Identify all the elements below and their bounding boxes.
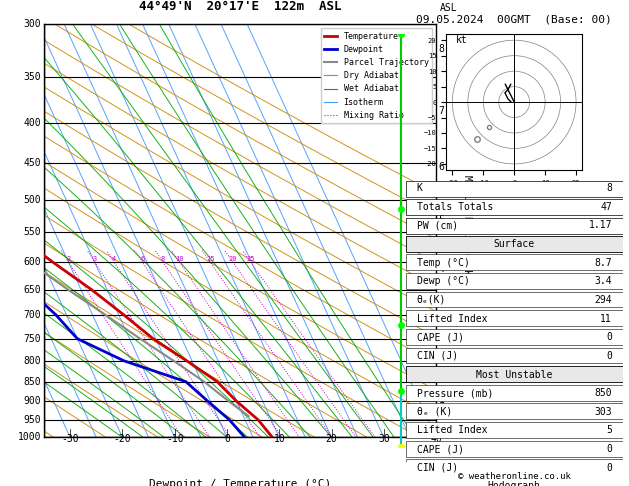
Text: 300: 300 bbox=[24, 19, 42, 29]
Text: 550: 550 bbox=[24, 227, 42, 237]
Text: CAPE (J): CAPE (J) bbox=[416, 332, 464, 342]
Text: 0: 0 bbox=[606, 332, 612, 342]
Text: Lifted Index: Lifted Index bbox=[416, 313, 487, 324]
Text: 8.7: 8.7 bbox=[594, 258, 612, 268]
FancyBboxPatch shape bbox=[406, 347, 623, 364]
Text: 1000: 1000 bbox=[18, 433, 42, 442]
Text: CIN (J): CIN (J) bbox=[416, 351, 458, 361]
Text: 11: 11 bbox=[600, 313, 612, 324]
Text: 650: 650 bbox=[24, 285, 42, 295]
Text: 303: 303 bbox=[594, 407, 612, 417]
FancyBboxPatch shape bbox=[406, 218, 623, 234]
Text: -10: -10 bbox=[166, 434, 184, 444]
FancyBboxPatch shape bbox=[406, 422, 623, 438]
Text: Pressure (mb): Pressure (mb) bbox=[416, 388, 493, 398]
Text: 5: 5 bbox=[606, 425, 612, 435]
Text: 350: 350 bbox=[24, 72, 42, 82]
Text: 500: 500 bbox=[24, 194, 42, 205]
FancyBboxPatch shape bbox=[406, 385, 623, 400]
Text: 0: 0 bbox=[606, 444, 612, 454]
FancyBboxPatch shape bbox=[406, 366, 623, 382]
Text: 850: 850 bbox=[594, 388, 612, 398]
Text: 8: 8 bbox=[161, 256, 165, 262]
Text: © weatheronline.co.uk: © weatheronline.co.uk bbox=[458, 472, 571, 481]
Text: 47: 47 bbox=[600, 202, 612, 212]
Text: θₑ(K): θₑ(K) bbox=[416, 295, 446, 305]
Text: 4: 4 bbox=[112, 256, 116, 262]
Text: 8: 8 bbox=[438, 44, 445, 53]
Text: 800: 800 bbox=[24, 356, 42, 366]
FancyBboxPatch shape bbox=[406, 478, 623, 486]
Text: LCL: LCL bbox=[437, 411, 455, 421]
Text: Surface: Surface bbox=[494, 239, 535, 249]
FancyBboxPatch shape bbox=[406, 403, 623, 419]
Text: 10: 10 bbox=[274, 434, 285, 444]
Text: 44°49'N  20°17'E  122m  ASL: 44°49'N 20°17'E 122m ASL bbox=[139, 0, 342, 13]
Text: 6: 6 bbox=[438, 162, 445, 172]
Text: CAPE (J): CAPE (J) bbox=[416, 444, 464, 454]
Text: 850: 850 bbox=[24, 377, 42, 387]
Text: 400: 400 bbox=[24, 118, 42, 128]
Text: 10: 10 bbox=[175, 256, 184, 262]
Text: 900: 900 bbox=[24, 396, 42, 406]
Text: 15: 15 bbox=[206, 256, 214, 262]
Text: -20: -20 bbox=[114, 434, 131, 444]
Text: Temp (°C): Temp (°C) bbox=[416, 258, 469, 268]
Text: 450: 450 bbox=[24, 158, 42, 169]
Text: 1: 1 bbox=[438, 396, 445, 405]
Text: 0: 0 bbox=[224, 434, 230, 444]
Text: -30: -30 bbox=[62, 434, 79, 444]
Text: 2: 2 bbox=[438, 354, 445, 364]
FancyBboxPatch shape bbox=[406, 329, 623, 345]
Text: 950: 950 bbox=[24, 415, 42, 425]
FancyBboxPatch shape bbox=[406, 236, 623, 252]
Text: Hodograph: Hodograph bbox=[487, 481, 541, 486]
Text: 7: 7 bbox=[438, 106, 445, 116]
Text: 750: 750 bbox=[24, 334, 42, 344]
Text: 25: 25 bbox=[247, 256, 255, 262]
Text: 20: 20 bbox=[326, 434, 337, 444]
Text: 6: 6 bbox=[140, 256, 145, 262]
Text: Totals Totals: Totals Totals bbox=[416, 202, 493, 212]
Text: 4: 4 bbox=[438, 264, 445, 274]
FancyBboxPatch shape bbox=[406, 310, 623, 326]
Text: 0: 0 bbox=[606, 463, 612, 473]
Text: 20: 20 bbox=[228, 256, 237, 262]
Text: 3: 3 bbox=[438, 311, 445, 320]
Text: 8: 8 bbox=[606, 183, 612, 193]
Text: 600: 600 bbox=[24, 257, 42, 267]
Text: 700: 700 bbox=[24, 310, 42, 320]
Text: Dewpoint / Temperature (°C): Dewpoint / Temperature (°C) bbox=[149, 479, 331, 486]
FancyBboxPatch shape bbox=[406, 441, 623, 456]
Text: 294: 294 bbox=[594, 295, 612, 305]
Text: θₑ (K): θₑ (K) bbox=[416, 407, 452, 417]
Legend: Temperature, Dewpoint, Parcel Trajectory, Dry Adiabat, Wet Adiabat, Isotherm, Mi: Temperature, Dewpoint, Parcel Trajectory… bbox=[321, 29, 432, 123]
Text: 09.05.2024  00GMT  (Base: 00): 09.05.2024 00GMT (Base: 00) bbox=[416, 15, 612, 25]
Text: 3.4: 3.4 bbox=[594, 277, 612, 286]
FancyBboxPatch shape bbox=[406, 273, 623, 289]
Text: Lifted Index: Lifted Index bbox=[416, 425, 487, 435]
Text: 30: 30 bbox=[378, 434, 389, 444]
Text: km
ASL: km ASL bbox=[440, 0, 458, 13]
Text: 3: 3 bbox=[92, 256, 97, 262]
Text: Most Unstable: Most Unstable bbox=[476, 369, 552, 380]
Text: Mixing Ratio (g/kg): Mixing Ratio (g/kg) bbox=[462, 175, 472, 287]
FancyBboxPatch shape bbox=[406, 459, 623, 475]
FancyBboxPatch shape bbox=[406, 181, 623, 196]
FancyBboxPatch shape bbox=[406, 254, 623, 270]
Text: kt: kt bbox=[455, 35, 467, 45]
Text: PW (cm): PW (cm) bbox=[416, 221, 458, 230]
Text: CIN (J): CIN (J) bbox=[416, 463, 458, 473]
Text: Dewp (°C): Dewp (°C) bbox=[416, 277, 469, 286]
Text: 0: 0 bbox=[606, 351, 612, 361]
Text: 5: 5 bbox=[438, 214, 445, 225]
Text: 1.17: 1.17 bbox=[588, 221, 612, 230]
Text: 2: 2 bbox=[67, 256, 71, 262]
Text: K: K bbox=[416, 183, 423, 193]
Text: 40: 40 bbox=[430, 434, 442, 444]
FancyBboxPatch shape bbox=[406, 199, 623, 215]
FancyBboxPatch shape bbox=[406, 292, 623, 308]
